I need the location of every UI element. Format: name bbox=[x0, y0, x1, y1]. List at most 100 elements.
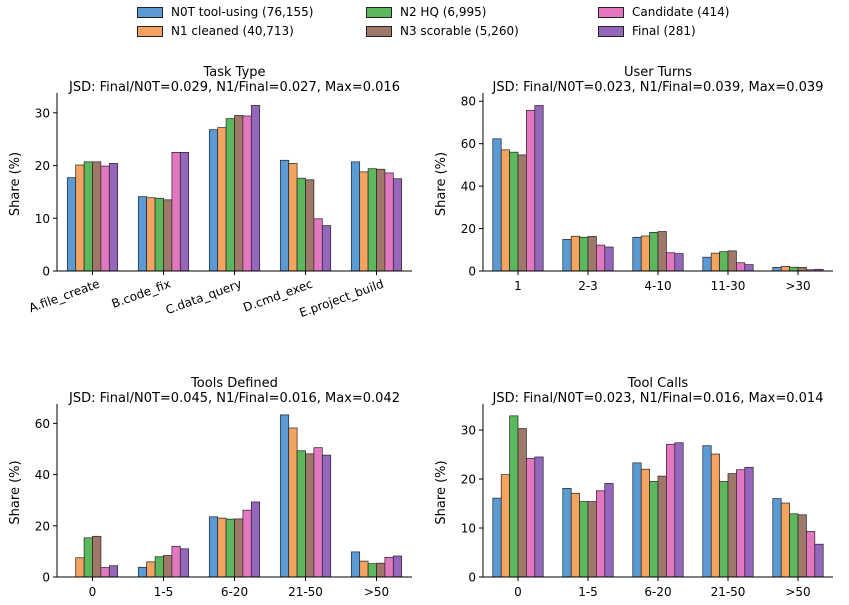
bar bbox=[500, 474, 510, 578]
x-tick-label: 6-20 bbox=[221, 585, 248, 599]
y-tick-label: 20 bbox=[35, 159, 50, 173]
bar bbox=[100, 165, 110, 272]
bar bbox=[234, 115, 244, 272]
x-tick-label: 1 bbox=[514, 279, 522, 293]
bar bbox=[657, 475, 667, 578]
bar bbox=[736, 469, 746, 578]
bar bbox=[137, 196, 148, 272]
chart-title: Tools Defined bbox=[190, 376, 278, 391]
bar bbox=[587, 501, 597, 578]
bar bbox=[217, 517, 227, 578]
y-axis-label: Share (%) bbox=[434, 460, 449, 524]
x-tick-label: 21-50 bbox=[711, 585, 746, 599]
legend-swatch bbox=[598, 25, 624, 37]
bar bbox=[305, 179, 315, 272]
bar bbox=[392, 178, 403, 272]
bar bbox=[225, 518, 235, 578]
y-tick-label: 30 bbox=[35, 106, 50, 120]
bar bbox=[376, 562, 386, 578]
x-tick-label: 1-5 bbox=[154, 585, 174, 599]
bar bbox=[296, 450, 306, 578]
bar bbox=[632, 462, 642, 578]
bar bbox=[526, 458, 536, 578]
bar bbox=[92, 535, 102, 578]
bar bbox=[305, 453, 315, 578]
bar bbox=[321, 225, 332, 272]
bar bbox=[587, 236, 597, 272]
bar bbox=[384, 172, 394, 272]
bar bbox=[772, 267, 782, 272]
legend-item: N2 HQ (6,995) bbox=[366, 4, 486, 20]
bar bbox=[83, 161, 93, 272]
bar bbox=[179, 548, 190, 578]
bar bbox=[702, 445, 712, 578]
chart-subtitle: JSD: Final/N0T=0.023, N1/Final=0.039, Ma… bbox=[492, 80, 824, 95]
bar bbox=[579, 501, 589, 578]
y-tick-label: 10 bbox=[35, 212, 50, 226]
legend-swatch bbox=[137, 6, 163, 18]
y-tick-label: 20 bbox=[461, 473, 476, 487]
bar bbox=[242, 115, 252, 272]
bar bbox=[242, 509, 252, 578]
bar bbox=[108, 565, 119, 578]
bar bbox=[744, 466, 754, 578]
x-tick-label: >30 bbox=[785, 279, 810, 293]
bar bbox=[640, 235, 650, 272]
bar bbox=[500, 149, 510, 272]
bar bbox=[604, 483, 614, 578]
bar bbox=[321, 454, 332, 578]
bar bbox=[509, 415, 519, 578]
bar bbox=[789, 266, 799, 272]
bar bbox=[234, 518, 244, 578]
bar bbox=[313, 218, 323, 272]
bar bbox=[710, 453, 720, 578]
bar bbox=[367, 563, 377, 578]
bar bbox=[632, 236, 642, 272]
bar bbox=[649, 232, 659, 272]
bar bbox=[250, 105, 261, 272]
legend-label: N2 HQ (6,995) bbox=[400, 5, 487, 19]
y-tick-label: 40 bbox=[35, 468, 50, 482]
bar bbox=[666, 252, 676, 272]
bar bbox=[772, 498, 782, 578]
x-tick-label: C.data_query bbox=[164, 277, 244, 317]
bar bbox=[359, 171, 369, 272]
x-tick-label: 21-50 bbox=[288, 585, 323, 599]
bar bbox=[146, 561, 156, 578]
y-tick-label: 60 bbox=[461, 137, 476, 151]
bar bbox=[517, 428, 527, 578]
bar bbox=[350, 161, 361, 272]
bar bbox=[384, 556, 394, 578]
y-axis-label: Share (%) bbox=[434, 152, 449, 216]
bar bbox=[744, 264, 754, 272]
chart-subtitle: JSD: Final/N0T=0.029, N1/Final=0.027, Ma… bbox=[68, 80, 400, 95]
bar bbox=[208, 129, 219, 272]
bar bbox=[596, 490, 606, 578]
bar bbox=[534, 456, 544, 578]
legend-item: N3 scorable (5,260) bbox=[366, 23, 519, 39]
bar bbox=[313, 447, 323, 578]
bar bbox=[797, 514, 807, 578]
x-tick-label: >50 bbox=[364, 585, 389, 599]
legend-swatch bbox=[598, 6, 624, 18]
y-tick-label: 40 bbox=[461, 180, 476, 194]
y-tick-label: 0 bbox=[468, 265, 476, 279]
bar bbox=[171, 152, 181, 272]
x-tick-label: A.file_create bbox=[27, 277, 102, 316]
bar bbox=[570, 235, 580, 272]
bar bbox=[75, 557, 85, 578]
bar bbox=[579, 236, 589, 272]
chart-title: Task Type bbox=[202, 65, 265, 80]
bar bbox=[797, 267, 807, 272]
y-tick-label: 0 bbox=[468, 571, 476, 585]
bar bbox=[163, 199, 173, 272]
bar bbox=[604, 246, 614, 272]
bar bbox=[719, 481, 729, 578]
x-tick-label: 6-20 bbox=[644, 585, 671, 599]
legend-item: N0T tool-using (76,155) bbox=[137, 4, 313, 20]
